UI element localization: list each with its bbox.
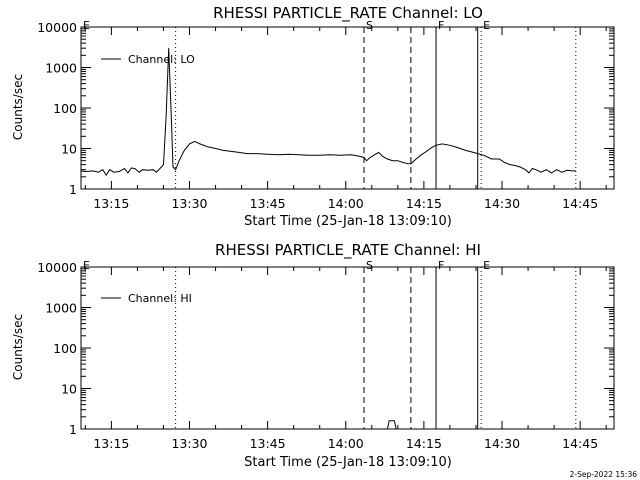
- y-tick-label: 10: [61, 142, 77, 157]
- x-tick-label: 14:45: [562, 196, 598, 211]
- x-tick-label: 14:45: [562, 436, 598, 451]
- y-tick-label: 10000: [37, 260, 77, 275]
- marker-label: F: [438, 19, 444, 32]
- marker-label: E: [483, 259, 490, 272]
- legend-entry-lo: Channel: LO: [128, 53, 195, 66]
- y-tick-label: 10000: [37, 20, 77, 35]
- y-tick-label: 1000: [45, 61, 77, 76]
- x-tick-label: 13:45: [250, 436, 286, 451]
- x-axis-label-lo: Start Time (25-Jan-18 13:09:10): [244, 214, 452, 229]
- marker-label: E: [83, 259, 90, 272]
- panel-lo: RHESSI PARTICLE_RATE Channel: LO Start T…: [11, 4, 615, 229]
- x-tick-label: 13:30: [171, 196, 207, 211]
- y-tick-label: 10: [61, 382, 77, 397]
- chart-title-hi: RHESSI PARTICLE_RATE Channel: HI: [215, 241, 481, 260]
- x-tick-label: 14:30: [484, 196, 520, 211]
- marker-label: F: [438, 259, 444, 272]
- x-tick-label: 14:00: [328, 436, 364, 451]
- series-line: [80, 48, 576, 177]
- x-tick-label: 13:30: [171, 436, 207, 451]
- x-tick-label: 14:15: [406, 196, 442, 211]
- x-tick-label: 13:15: [93, 436, 129, 451]
- x-tick-label: 13:45: [250, 196, 286, 211]
- marker-label: E: [83, 19, 90, 32]
- x-tick-label: 14:00: [328, 196, 364, 211]
- marker-label: S: [366, 259, 373, 272]
- marker-label: S: [366, 19, 373, 32]
- x-axis-label-hi: Start Time (25-Jan-18 13:09:10): [244, 455, 452, 470]
- x-tick-label: 13:15: [93, 196, 129, 211]
- y-tick-label: 1: [69, 422, 77, 437]
- y-tick-label: 100: [53, 341, 77, 356]
- x-tick-label: 14:15: [406, 436, 442, 451]
- legend-entry-hi: Channel: HI: [128, 292, 192, 305]
- x-tick-label: 14:30: [484, 436, 520, 451]
- y-tick-label: 100: [53, 101, 77, 116]
- marker-label: E: [483, 19, 490, 32]
- chart-title-lo: RHESSI PARTICLE_RATE Channel: LO: [213, 4, 483, 23]
- y-axis-label-lo: Counts/sec: [11, 74, 25, 140]
- footer-timestamp: 2-Sep-2022 15:36: [570, 470, 638, 479]
- y-tick-label: 1000: [45, 301, 77, 316]
- y-tick-label: 1: [69, 182, 77, 197]
- panel-hi: RHESSI PARTICLE_RATE Channel: HI Start T…: [11, 241, 615, 470]
- plot-frame: [80, 26, 615, 190]
- y-axis-label-hi: Counts/sec: [11, 314, 25, 380]
- series-line: [386, 420, 397, 430]
